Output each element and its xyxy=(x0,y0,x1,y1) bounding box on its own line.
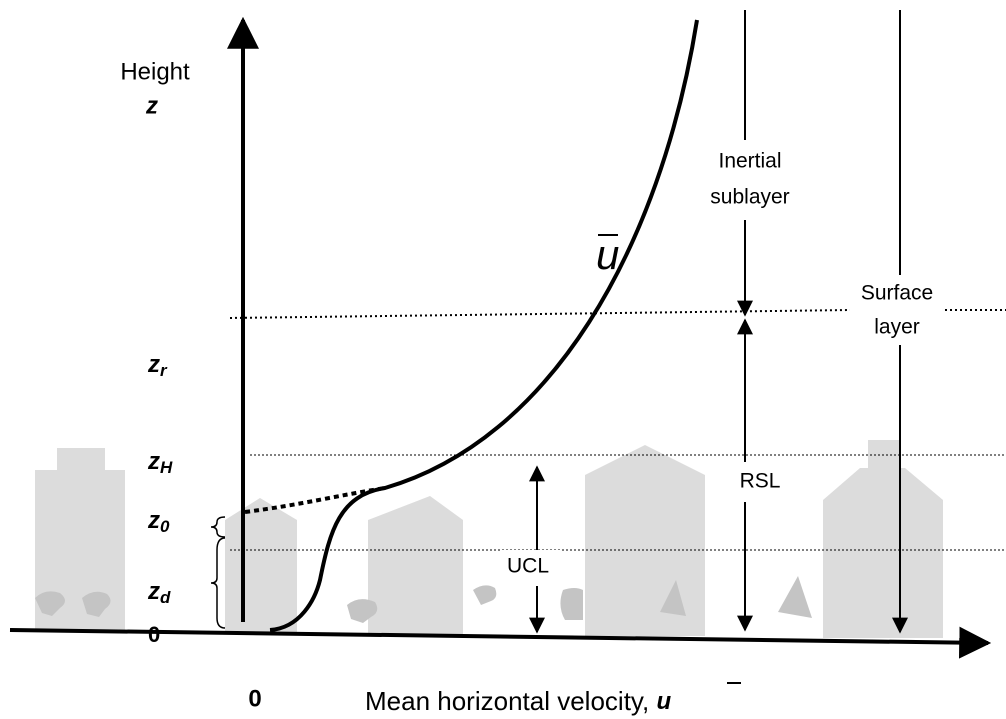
level-label: zr xyxy=(147,351,168,380)
text-part: H xyxy=(160,458,173,477)
text-part: 0 xyxy=(160,517,170,536)
curve-label: u xyxy=(596,231,619,278)
origin: 0 xyxy=(248,685,261,712)
text-part: Mean horizontal velocity, xyxy=(365,686,656,716)
y-label: Height xyxy=(120,58,190,85)
text-part: r xyxy=(160,361,168,380)
y-symbol: z xyxy=(145,92,158,119)
layer-label: sublayer xyxy=(710,186,789,209)
axes xyxy=(9,16,992,659)
layer-label: RSL xyxy=(740,470,781,493)
level-label: z0 xyxy=(147,507,170,536)
buildings xyxy=(35,440,943,638)
level-label: zH xyxy=(147,448,173,477)
origin-left: 0 xyxy=(148,622,160,647)
text-part: z xyxy=(147,578,160,605)
text-part: u xyxy=(656,688,671,715)
text-part: z xyxy=(147,448,160,475)
level-label: zd xyxy=(147,578,171,607)
labels: Height z zr zH z0 zd 0 0 Mean horizontal… xyxy=(120,58,933,716)
text-part: z xyxy=(147,351,160,378)
layer-label: layer xyxy=(874,316,920,339)
text-part: d xyxy=(160,588,171,607)
velocity-profile xyxy=(244,19,699,632)
layer-arrows xyxy=(210,10,908,634)
layer-label: Surface xyxy=(861,282,933,305)
layer-label: UCL xyxy=(507,555,549,578)
layer-label: Inertial xyxy=(718,150,781,173)
text-part: z xyxy=(147,507,160,534)
x-label: Mean horizontal velocity, u xyxy=(365,686,671,716)
